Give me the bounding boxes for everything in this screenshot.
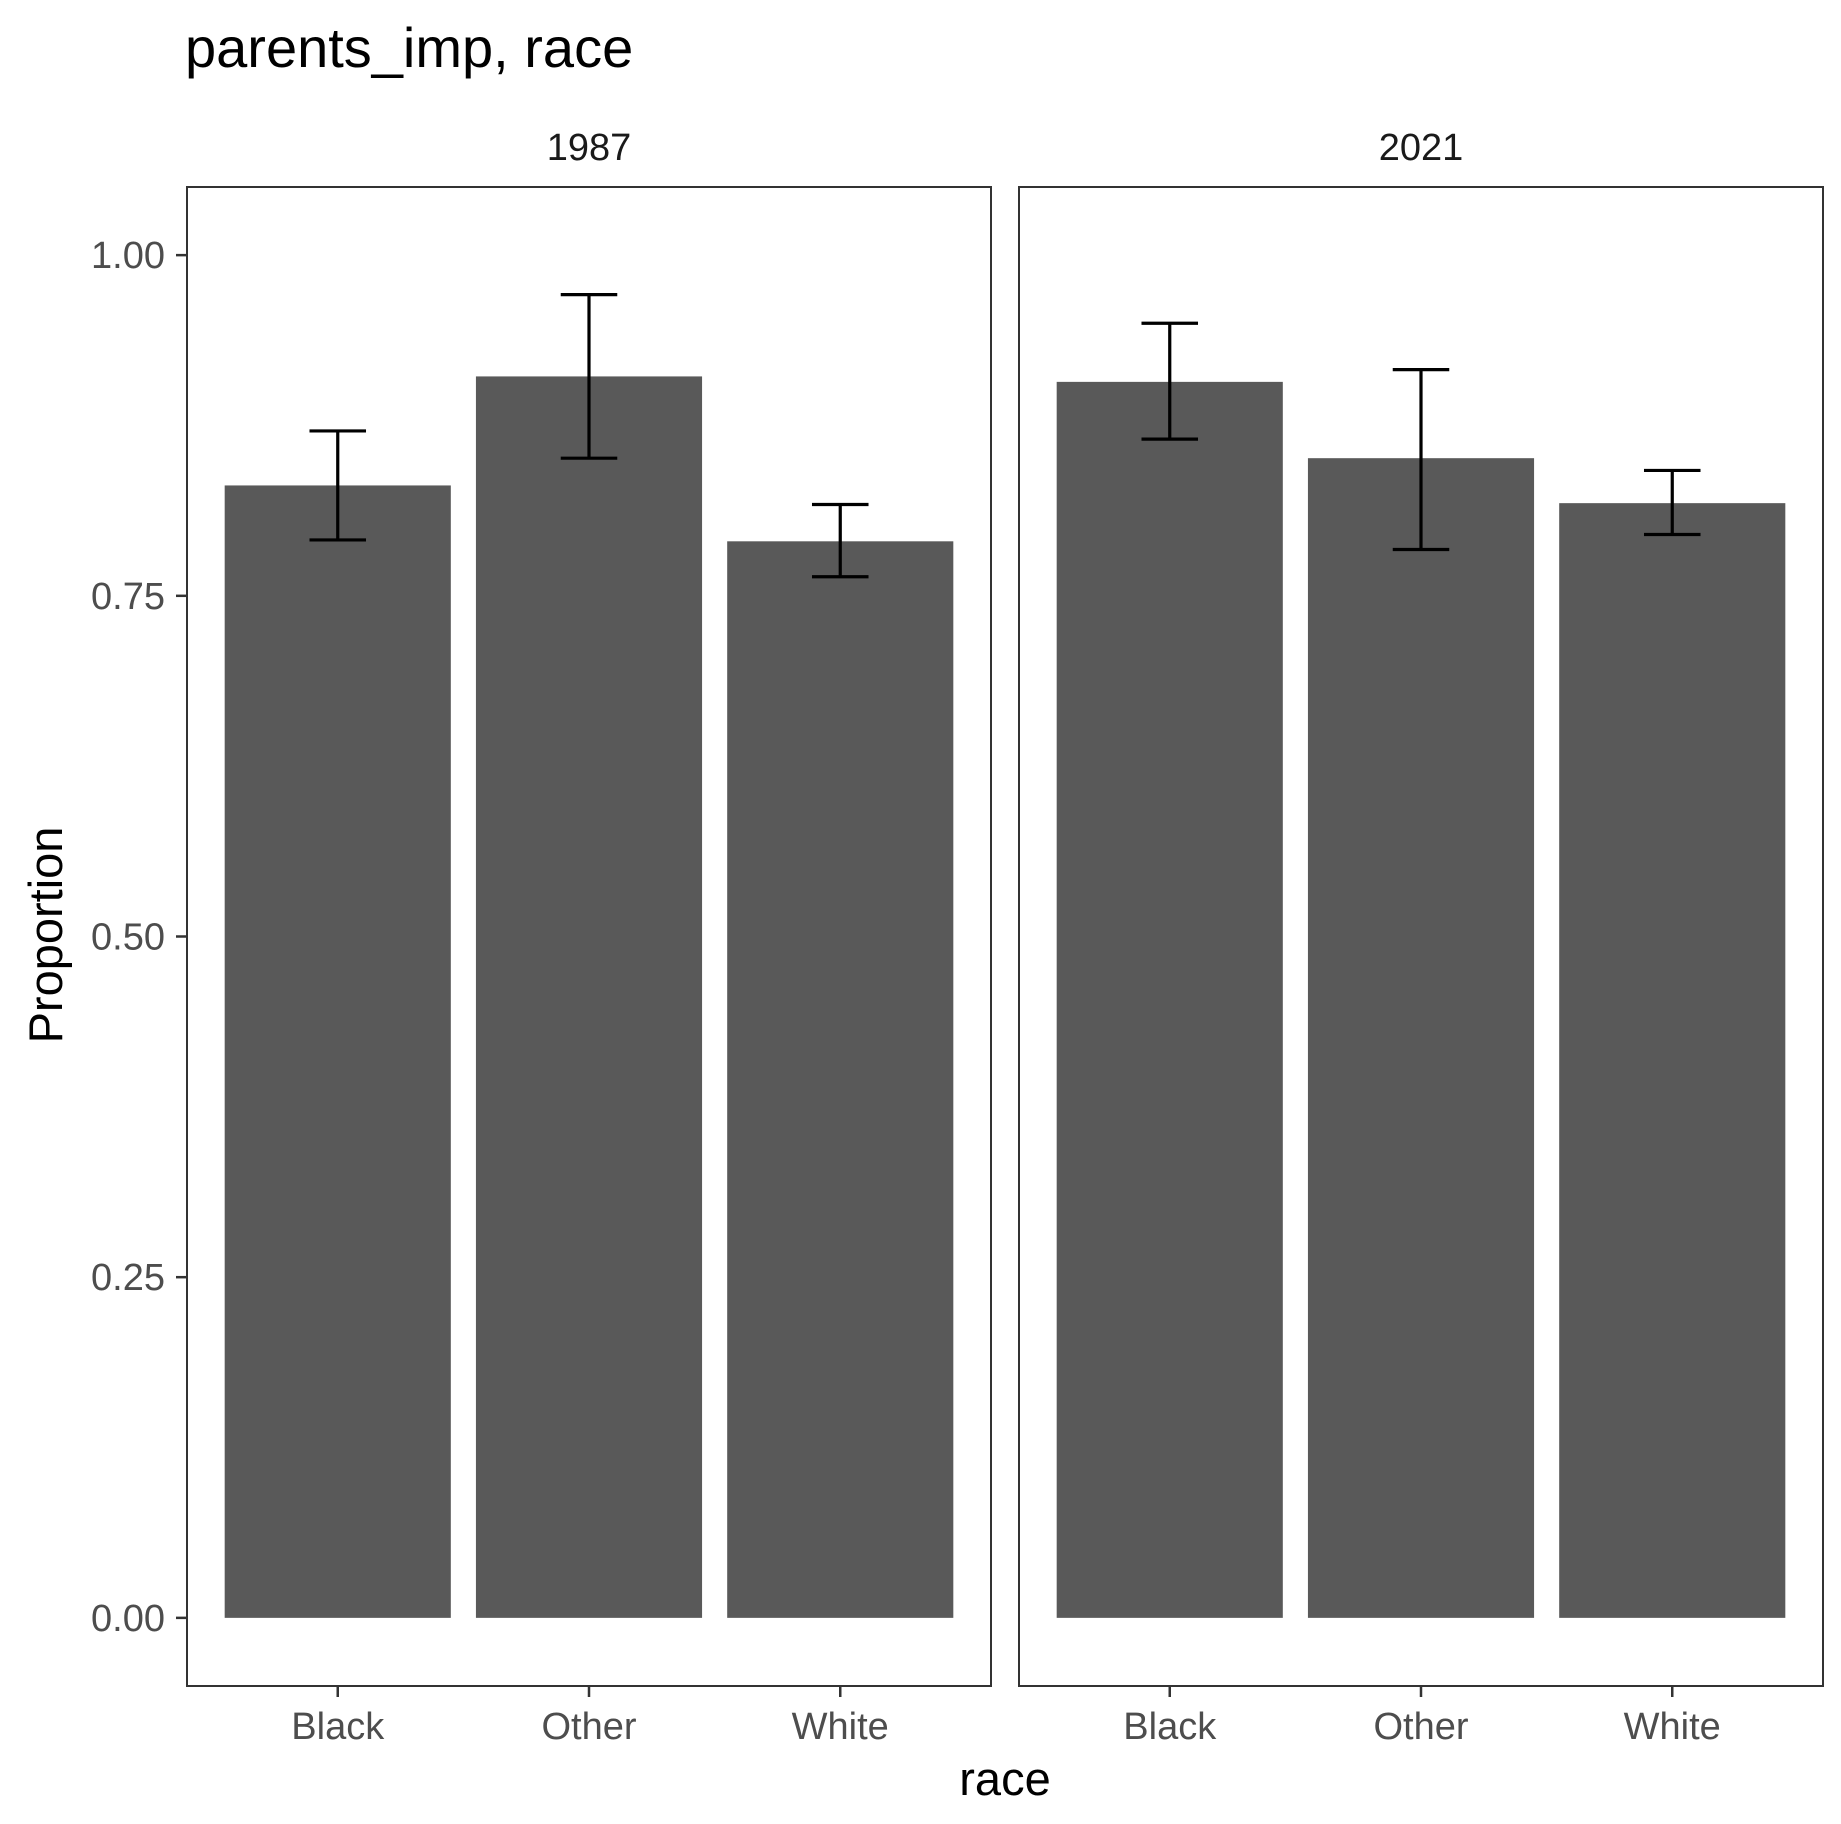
x-axis-title: race — [959, 1752, 1050, 1805]
bar-black — [224, 485, 451, 1618]
y-tick-label: 0.25 — [91, 1257, 165, 1299]
bar-white — [1559, 503, 1786, 1618]
error-bar-white — [811, 502, 869, 579]
y-tick-label: 1.00 — [91, 235, 165, 277]
x-tick-label: Other — [1373, 1706, 1468, 1748]
chart-title: parents_imp, race — [185, 16, 633, 79]
error-bar-other — [560, 293, 618, 460]
bar-white — [727, 541, 954, 1618]
error-bar-black — [1141, 321, 1199, 441]
x-tick-label: Black — [1123, 1706, 1217, 1748]
facet-panel-1987: 1987 Black Other White — [186, 127, 992, 1748]
bar-other — [1307, 458, 1535, 1618]
y-axis-title: Proportion — [19, 827, 72, 1044]
y-axis: 0.00 0.25 0.50 0.75 1.00 — [91, 235, 187, 1640]
x-tick-label: Black — [291, 1706, 385, 1748]
facet-label: 2021 — [1379, 127, 1464, 169]
error-bar-white — [1643, 468, 1701, 537]
facet-label: 1987 — [547, 127, 632, 169]
x-tick-label: Other — [541, 1706, 636, 1748]
facet-panel-2021: 2021 Black Other White — [1018, 127, 1824, 1748]
bar-black — [1056, 381, 1283, 1618]
y-tick-label: 0.50 — [91, 917, 165, 959]
error-bar-other — [1392, 368, 1450, 552]
error-bar-black — [309, 429, 367, 542]
x-tick-label: White — [1624, 1706, 1721, 1748]
facet-panels: 1987 Black Other White 2021 Black Other White — [186, 127, 1824, 1748]
x-tick-label: White — [792, 1706, 889, 1748]
y-tick-label: 0.00 — [91, 1598, 165, 1640]
bar-other — [475, 376, 703, 1618]
y-tick-label: 0.75 — [91, 576, 165, 618]
